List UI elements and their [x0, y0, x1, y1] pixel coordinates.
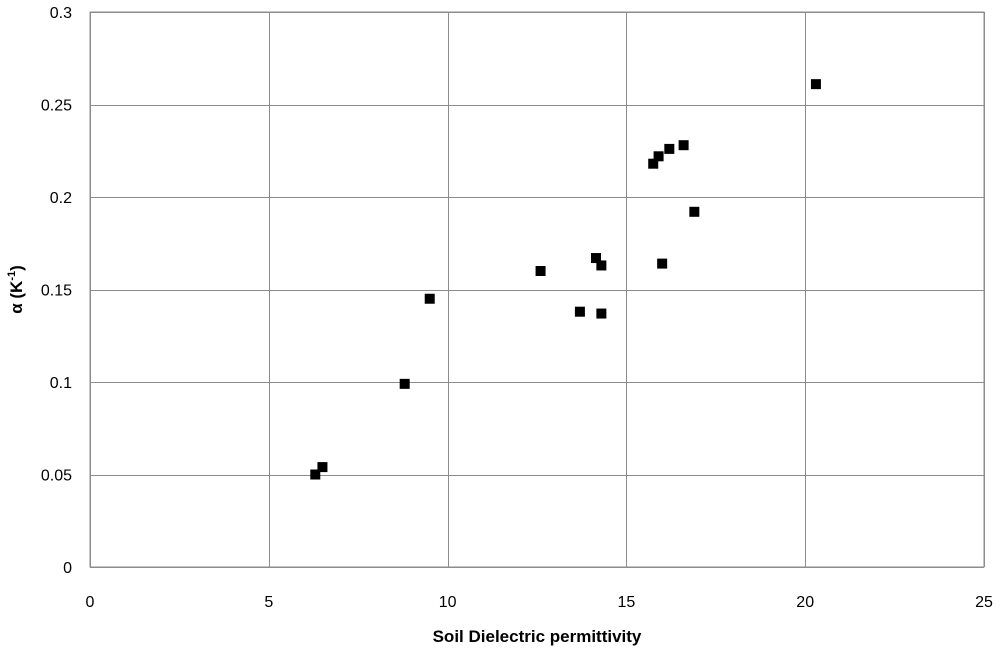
data-point	[535, 266, 546, 276]
data-point	[648, 158, 659, 169]
data-points	[310, 79, 821, 480]
y-tick-label: 0	[63, 560, 72, 577]
x-tick-label: 15	[618, 594, 636, 611]
data-point	[574, 306, 585, 317]
data-point	[664, 143, 675, 154]
x-tick-label: 25	[975, 594, 993, 611]
y-axis-title-close: )	[7, 265, 26, 271]
x-tick-labels: 0 5 10 15 20 25	[86, 594, 993, 611]
y-tick-label: 0.3	[50, 5, 72, 22]
x-axis-title: Soil Dielectric permittivity	[433, 627, 642, 646]
data-point	[689, 206, 700, 217]
data-point	[678, 140, 689, 151]
y-tick-label: 0.2	[50, 190, 72, 207]
plot-area	[89, 11, 985, 568]
data-point	[310, 469, 321, 480]
data-point	[591, 253, 602, 264]
gridlines	[90, 12, 985, 568]
data-point	[657, 258, 668, 269]
y-axis-title: α (K-1)	[6, 265, 26, 314]
y-axis-title-superscript: -1	[6, 271, 18, 281]
data-point	[424, 293, 435, 304]
x-tick-label: 10	[439, 594, 457, 611]
y-tick-label: 0.25	[41, 98, 72, 115]
data-point	[810, 79, 821, 90]
y-axis-title-base: α (K	[7, 280, 26, 314]
y-tick-label: 0.1	[50, 375, 72, 392]
data-point	[317, 462, 328, 473]
data-point	[653, 151, 664, 162]
data-point	[399, 378, 410, 389]
x-tick-label: 5	[264, 594, 273, 611]
x-tick-label: 0	[86, 594, 95, 611]
data-point	[596, 260, 607, 271]
data-point	[596, 308, 607, 319]
y-tick-labels: 0 0.05 0.1 0.15 0.2 0.25 0.3	[41, 5, 72, 577]
y-tick-label: 0.15	[41, 283, 72, 300]
y-tick-label: 0.05	[41, 468, 72, 485]
x-tick-label: 20	[796, 594, 814, 611]
